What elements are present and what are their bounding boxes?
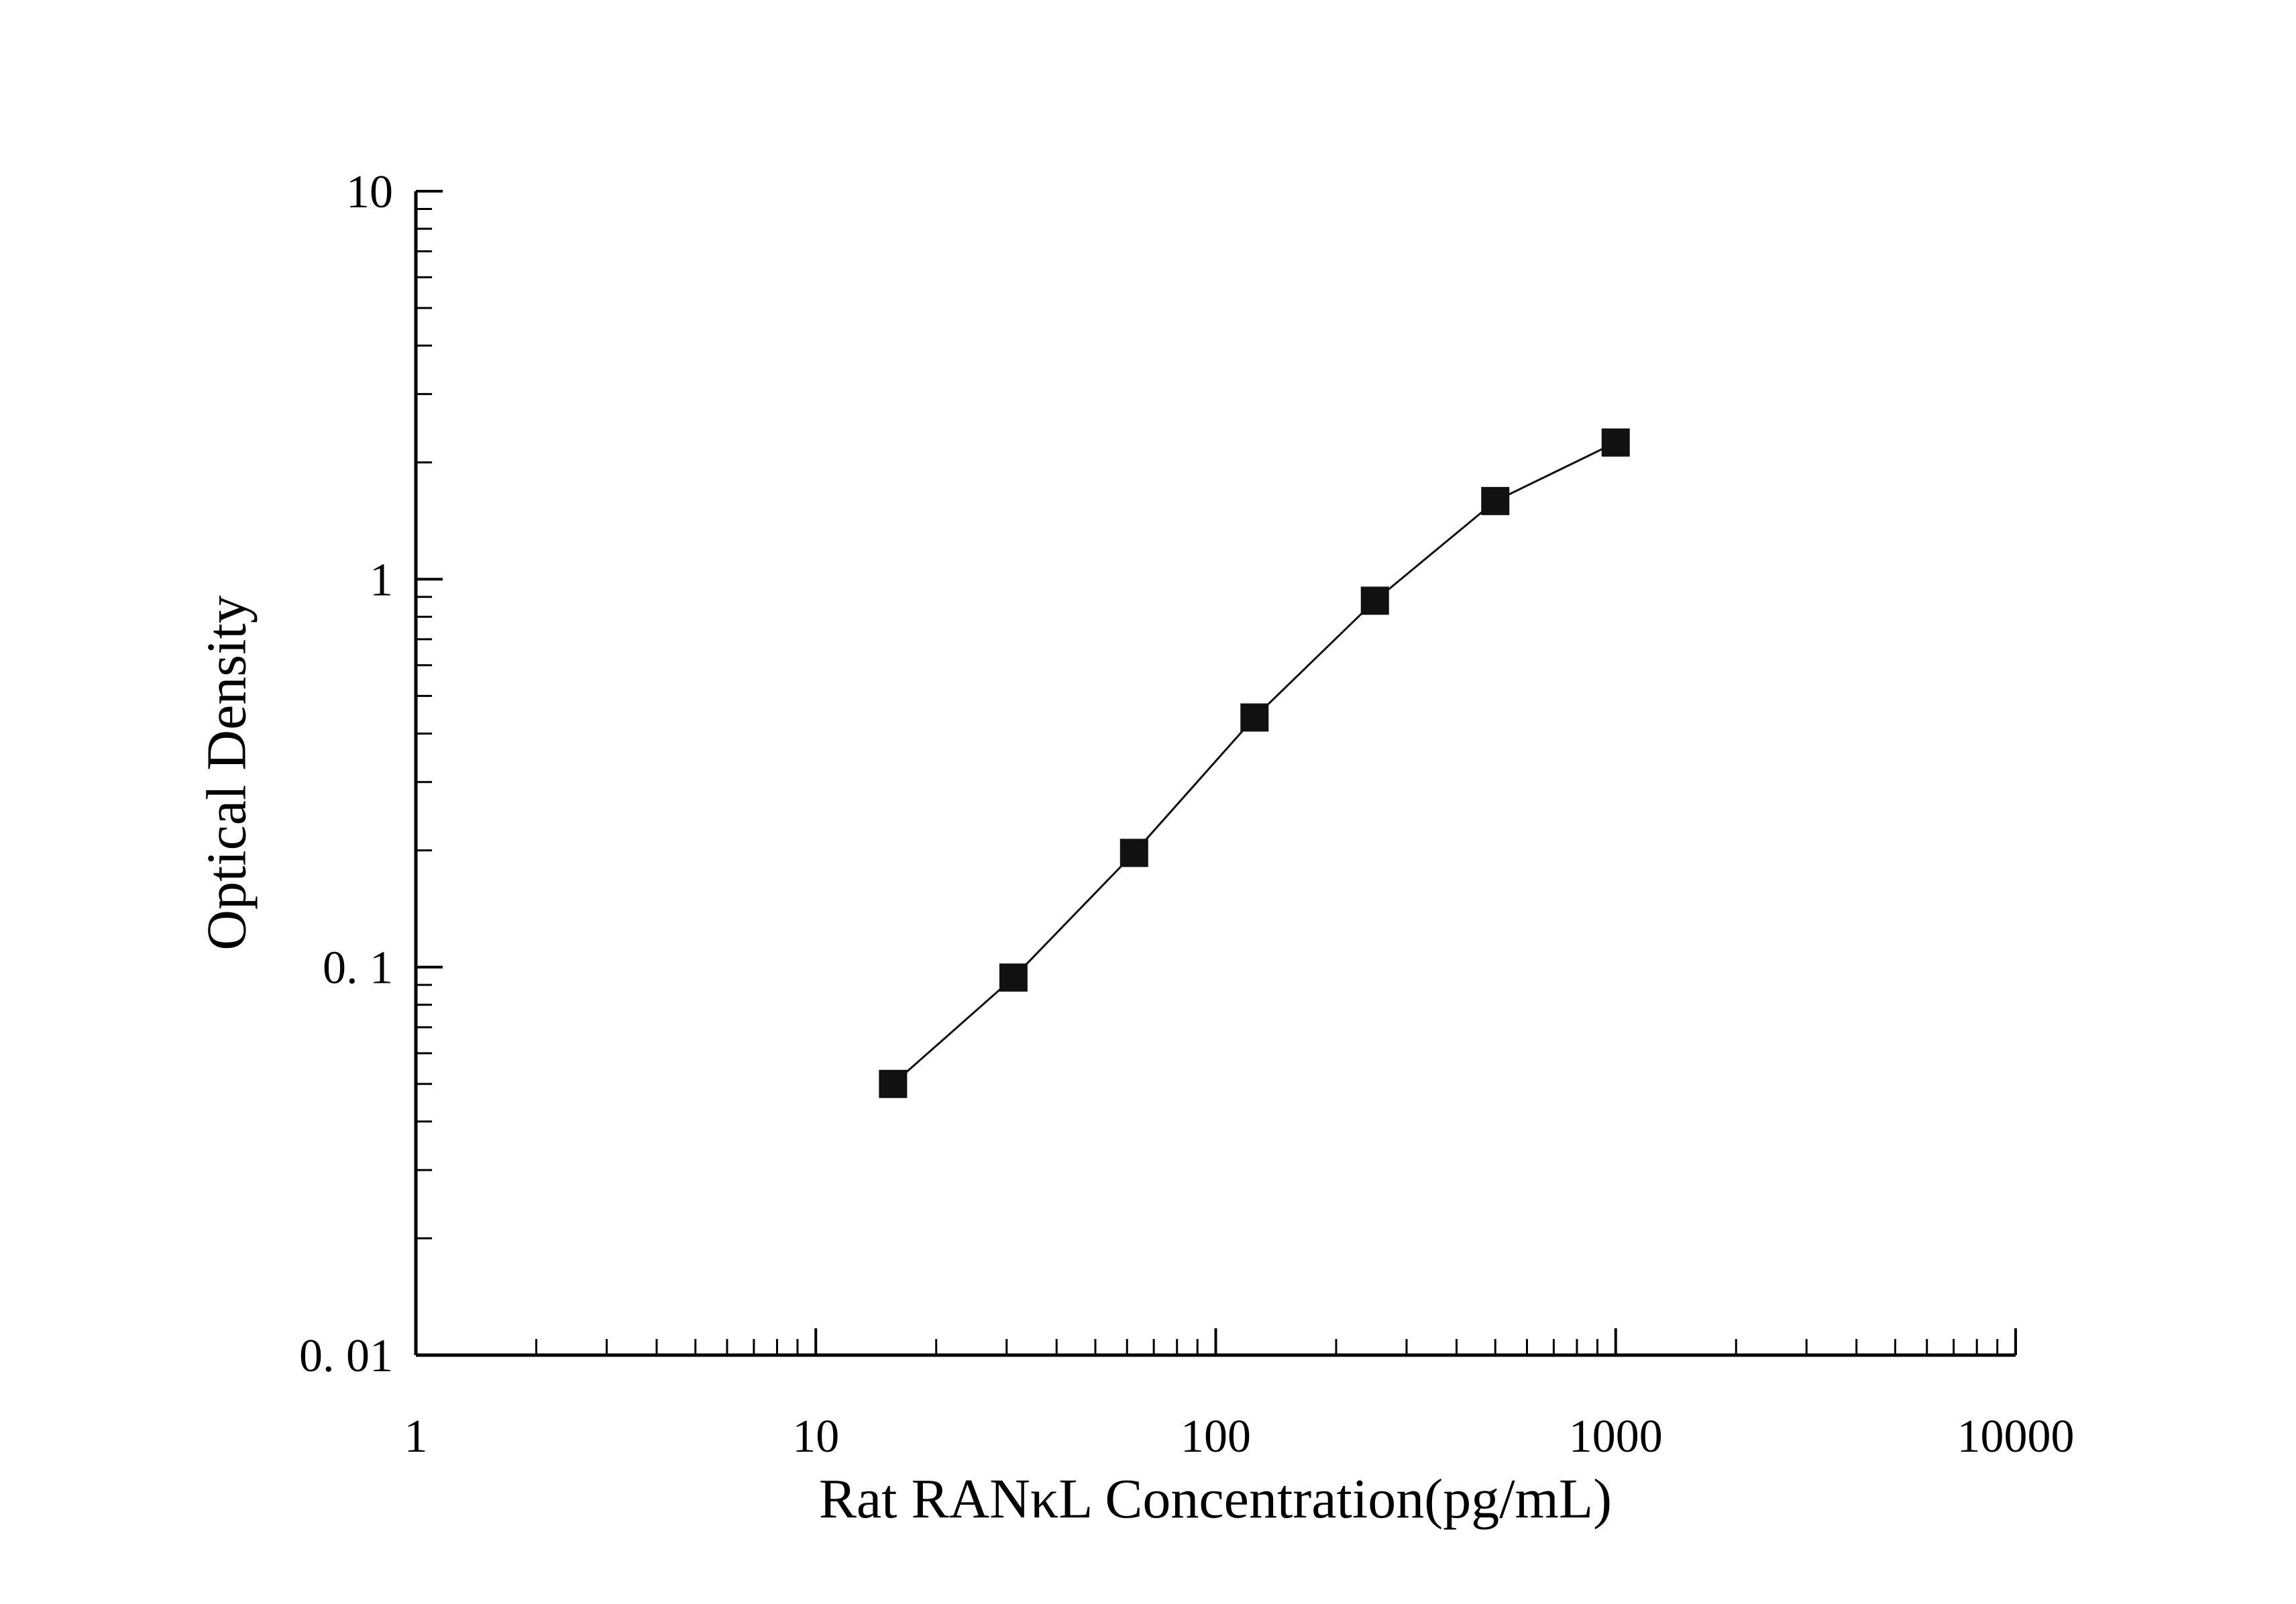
y-tick-label: 0. 1 [323, 943, 393, 994]
x-tick-label: 10000 [1957, 1411, 2075, 1462]
y-tick-label: 0. 01 [299, 1330, 393, 1382]
y-axis-title: Optical Density [195, 595, 258, 951]
x-tick-label: 100 [1181, 1411, 1251, 1462]
data-point-marker [1601, 428, 1630, 457]
y-tick-label: 1 [370, 554, 393, 606]
data-point-marker [1360, 586, 1389, 615]
data-point-marker [999, 963, 1028, 992]
x-tick-label: 1000 [1569, 1411, 1663, 1462]
x-axis-title: Rat RANκL Concentration(pg/mL) [818, 1468, 1612, 1530]
data-point-marker [879, 1069, 908, 1098]
x-tick-label: 1 [404, 1411, 428, 1462]
data-point-marker [1240, 703, 1269, 732]
data-point-marker [1119, 839, 1148, 867]
x-tick-label: 10 [792, 1411, 839, 1462]
y-tick-label: 10 [346, 166, 393, 218]
data-point-marker [1481, 486, 1510, 515]
